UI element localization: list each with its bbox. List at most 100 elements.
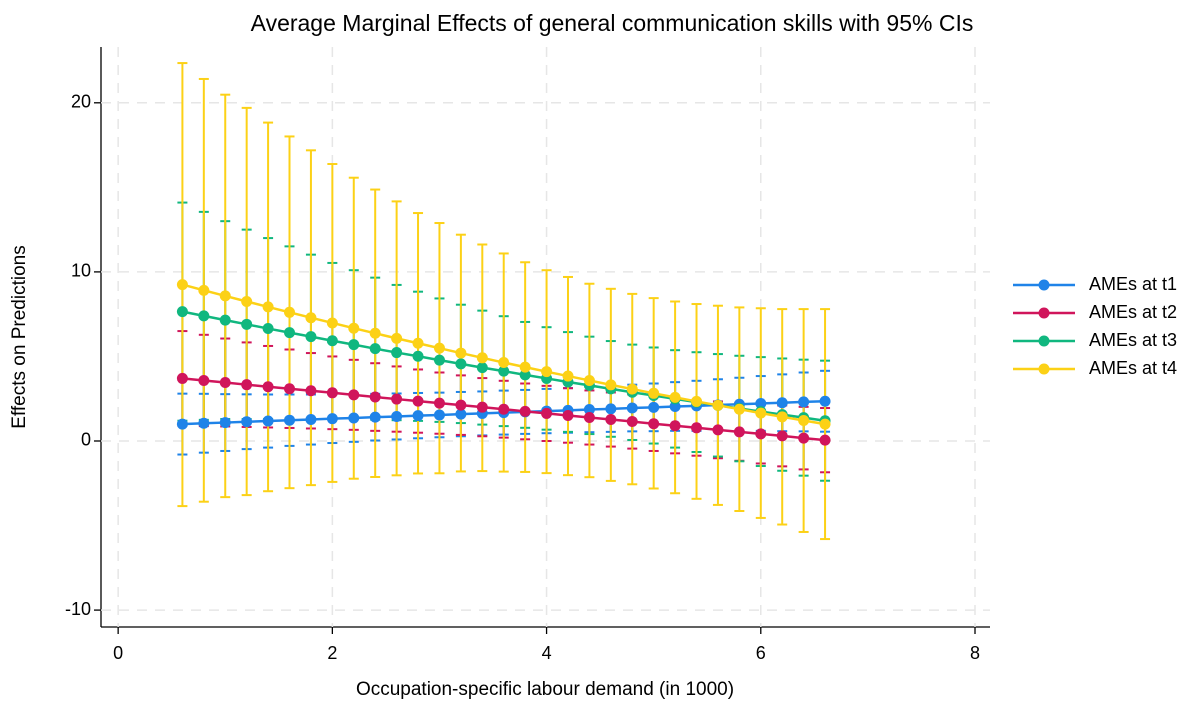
chart-title: Average Marginal Effects of general comm…	[251, 10, 974, 36]
point	[455, 408, 467, 420]
y-tick-label: -10	[65, 599, 91, 619]
point	[348, 339, 360, 351]
point	[391, 410, 403, 422]
legend-label: AMEs at t2	[1089, 302, 1177, 322]
point	[476, 362, 488, 374]
legend-marker	[1038, 363, 1050, 375]
point	[519, 405, 531, 417]
point	[455, 399, 467, 411]
point	[519, 369, 531, 381]
y-tick-label: 10	[71, 261, 91, 281]
point	[755, 428, 767, 440]
point	[605, 414, 617, 426]
point	[433, 354, 445, 366]
point	[776, 397, 788, 409]
y-axis-label: Effects on Predictions	[9, 245, 30, 428]
x-tick-label: 6	[756, 643, 766, 663]
point	[284, 306, 296, 318]
point	[798, 415, 810, 427]
legend-marker	[1038, 279, 1050, 291]
point	[605, 403, 617, 415]
point	[669, 400, 681, 412]
point	[391, 332, 403, 344]
point	[455, 358, 467, 370]
point	[755, 397, 767, 409]
point	[798, 432, 810, 444]
point	[198, 374, 210, 386]
point	[733, 403, 745, 415]
point	[284, 383, 296, 395]
point	[648, 401, 660, 413]
point	[605, 379, 617, 391]
point	[369, 327, 381, 339]
point	[541, 407, 553, 419]
point	[583, 411, 595, 423]
point	[476, 352, 488, 364]
point	[241, 318, 253, 330]
x-tick-label: 8	[970, 643, 980, 663]
point	[562, 370, 574, 382]
point	[305, 331, 317, 343]
point	[176, 372, 188, 384]
point	[412, 410, 424, 422]
point	[176, 279, 188, 291]
point	[498, 365, 510, 377]
point	[198, 284, 210, 296]
point	[262, 323, 274, 335]
point	[819, 418, 831, 430]
point	[198, 417, 210, 429]
point	[369, 391, 381, 403]
point	[755, 407, 767, 419]
point	[176, 306, 188, 318]
x-tick-label: 2	[327, 643, 337, 663]
x-axis-label: Occupation-specific labour demand (in 10…	[356, 679, 734, 700]
legend-label: AMEs at t4	[1089, 358, 1177, 378]
point	[648, 418, 660, 430]
point	[412, 350, 424, 362]
point	[798, 396, 810, 408]
point	[819, 395, 831, 407]
point	[433, 397, 445, 409]
point	[369, 411, 381, 423]
point	[241, 379, 253, 391]
point	[455, 347, 467, 359]
point	[669, 391, 681, 403]
point	[541, 366, 553, 378]
point	[391, 393, 403, 405]
point	[241, 295, 253, 307]
point	[198, 310, 210, 322]
legend-marker	[1038, 307, 1050, 319]
point	[262, 381, 274, 393]
point	[284, 414, 296, 426]
point	[626, 402, 638, 414]
point	[691, 395, 703, 407]
y-tick-label: 0	[81, 430, 91, 450]
point	[241, 416, 253, 428]
point	[219, 314, 231, 326]
point	[626, 416, 638, 428]
point	[348, 412, 360, 424]
point	[691, 422, 703, 434]
point	[284, 327, 296, 339]
point	[626, 383, 638, 395]
point	[712, 424, 724, 436]
point	[391, 347, 403, 359]
point	[176, 418, 188, 430]
point	[326, 335, 338, 347]
legend-marker	[1038, 335, 1050, 347]
point	[819, 434, 831, 446]
point	[562, 409, 574, 421]
point	[412, 395, 424, 407]
legend-label: AMEs at t1	[1089, 274, 1177, 294]
point	[412, 337, 424, 349]
point	[433, 342, 445, 354]
point	[519, 361, 531, 373]
point	[712, 399, 724, 411]
point	[776, 430, 788, 442]
point	[305, 414, 317, 426]
point	[583, 404, 595, 416]
point	[326, 387, 338, 399]
point	[262, 301, 274, 313]
legend-label: AMEs at t3	[1089, 330, 1177, 350]
